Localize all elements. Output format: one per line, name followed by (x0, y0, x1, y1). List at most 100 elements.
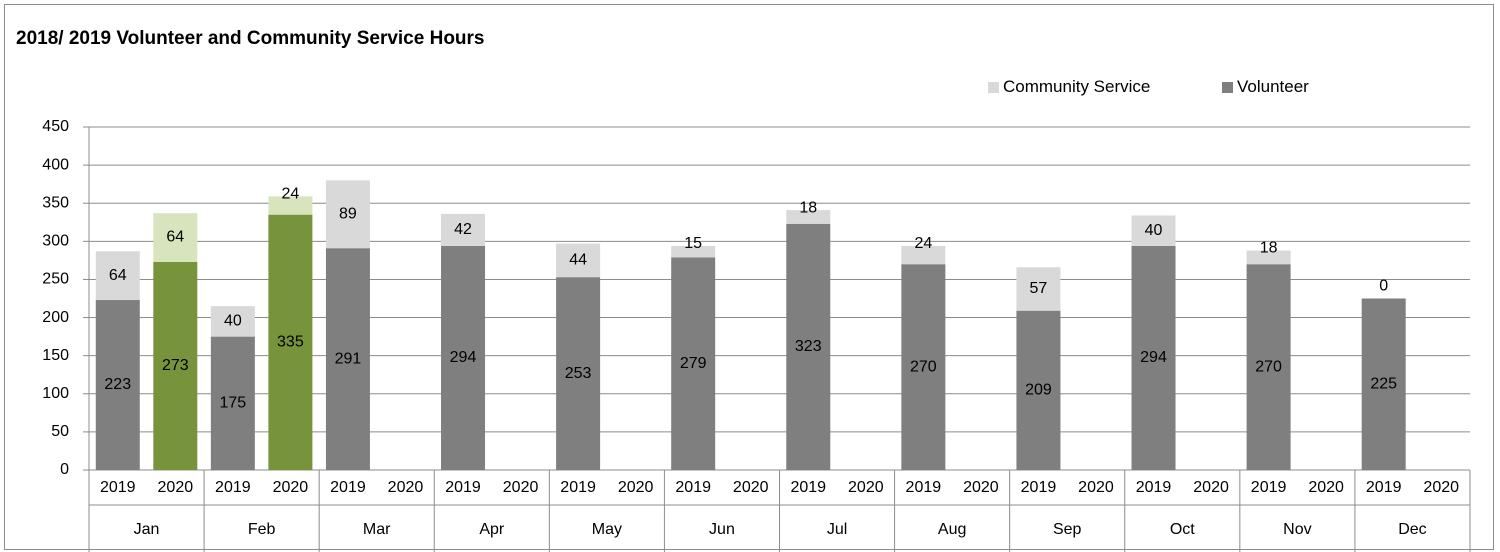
bar-volunteer (556, 277, 601, 470)
data-label-volunteer: 291 (335, 350, 362, 367)
x-year-label: 2020 (618, 479, 654, 496)
bar-volunteer (441, 245, 486, 470)
data-label-community-service: 42 (454, 221, 472, 238)
bar-volunteer (786, 223, 831, 470)
y-tick-label: 250 (42, 271, 69, 288)
data-label-community-service: 24 (914, 235, 932, 252)
x-year-label: 2020 (963, 479, 999, 496)
data-label-volunteer: 279 (680, 355, 707, 372)
chart-title: 2018/ 2019 Volunteer and Community Servi… (16, 28, 485, 49)
bar-volunteer (210, 336, 255, 470)
x-month-label: Dec (1398, 521, 1426, 538)
x-month-label: May (592, 521, 622, 538)
data-label-community-service: 18 (1260, 240, 1278, 257)
x-year-label: 2020 (1193, 479, 1229, 496)
data-label-volunteer: 270 (1255, 358, 1282, 375)
data-label-volunteer: 175 (220, 395, 247, 412)
bar-volunteer (1361, 298, 1406, 470)
bar-community-service (325, 180, 370, 249)
data-label-community-service: 15 (684, 235, 702, 252)
y-tick-label: 150 (42, 347, 69, 364)
x-year-label: 2020 (503, 479, 539, 496)
y-tick-label: 50 (51, 423, 69, 440)
y-tick-label: 300 (42, 233, 69, 250)
x-year-label: 2019 (100, 479, 136, 496)
bar-volunteer (95, 300, 140, 470)
data-label-community-service: 89 (339, 205, 357, 222)
data-label-community-service: 40 (1145, 222, 1163, 239)
bar-community-service (441, 213, 486, 246)
data-label-community-service: 0 (1379, 278, 1388, 295)
x-year-label: 2020 (1423, 479, 1459, 496)
legend-label-volunteer: Volunteer (1237, 77, 1309, 96)
x-year-label: 2019 (675, 479, 711, 496)
data-label-volunteer: 225 (1370, 375, 1397, 392)
bar-community-service (1016, 267, 1061, 311)
data-label-volunteer: 209 (1025, 382, 1052, 399)
y-tick-label: 200 (42, 309, 69, 326)
x-month-label: Sep (1053, 521, 1082, 538)
bar-volunteer (671, 257, 716, 470)
bar-community-service (268, 196, 313, 215)
bar-community-service (1131, 215, 1176, 246)
x-year-label: 2020 (848, 479, 884, 496)
x-year-label: 2020 (1078, 479, 1114, 496)
data-label-volunteer: 270 (910, 358, 937, 375)
bar-community-service (1246, 250, 1291, 265)
x-year-label: 2019 (790, 479, 826, 496)
y-tick-label: 0 (60, 461, 69, 478)
data-label-community-service: 18 (799, 199, 817, 216)
legend-item-community-service: Community Service (988, 77, 1150, 97)
bar-community-service (671, 245, 716, 258)
bar-community-service (901, 245, 946, 265)
data-label-community-service: 64 (166, 229, 184, 246)
data-label-volunteer: 335 (277, 334, 304, 351)
x-month-label: Feb (248, 521, 276, 538)
data-label-community-service: 24 (281, 186, 299, 203)
legend-label-community-service: Community Service (1003, 77, 1151, 96)
bar-community-service (153, 213, 198, 262)
bar-volunteer (153, 261, 198, 470)
bar-volunteer (325, 248, 370, 470)
x-year-label: 2020 (733, 479, 769, 496)
legend-item-volunteer: Volunteer (1222, 77, 1309, 97)
x-year-label: 2019 (215, 479, 251, 496)
data-label-volunteer: 294 (1140, 349, 1167, 366)
legend-swatch-community-service (988, 81, 999, 93)
bar-volunteer (1246, 264, 1291, 470)
legend: Community Service Volunteer (0, 77, 1500, 99)
x-year-label: 2019 (1251, 479, 1287, 496)
x-year-label: 2020 (158, 479, 194, 496)
data-label-volunteer: 253 (565, 365, 592, 382)
bar-community-service (95, 251, 140, 301)
bar-volunteer (1131, 245, 1176, 470)
x-month-label: Mar (363, 521, 391, 538)
x-year-label: 2019 (560, 479, 596, 496)
x-year-label: 2019 (445, 479, 481, 496)
x-year-label: 2019 (1021, 479, 1057, 496)
x-month-label: Oct (1170, 521, 1195, 538)
bar-volunteer (1016, 310, 1061, 470)
data-label-community-service: 57 (1030, 280, 1048, 297)
data-label-volunteer: 323 (795, 338, 822, 355)
x-month-label: Aug (938, 521, 966, 538)
data-label-community-service: 44 (569, 252, 587, 269)
data-label-volunteer: 294 (450, 349, 477, 366)
x-year-label: 2020 (1308, 479, 1344, 496)
y-tick-label: 350 (42, 194, 69, 211)
y-tick-label: 400 (42, 156, 69, 173)
bar-volunteer (901, 264, 946, 470)
data-label-volunteer: 273 (162, 357, 189, 374)
x-month-label: Nov (1283, 521, 1311, 538)
legend-swatch-volunteer (1222, 81, 1233, 93)
x-year-label: 2019 (906, 479, 942, 496)
data-label-community-service: 40 (224, 313, 242, 330)
y-tick-label: 100 (42, 385, 69, 402)
x-year-label: 2019 (330, 479, 366, 496)
data-label-community-service: 64 (109, 267, 127, 284)
x-month-label: Jan (134, 521, 160, 538)
x-year-label: 2019 (1136, 479, 1172, 496)
bar-community-service (786, 210, 831, 224)
x-month-label: Jun (709, 521, 735, 538)
